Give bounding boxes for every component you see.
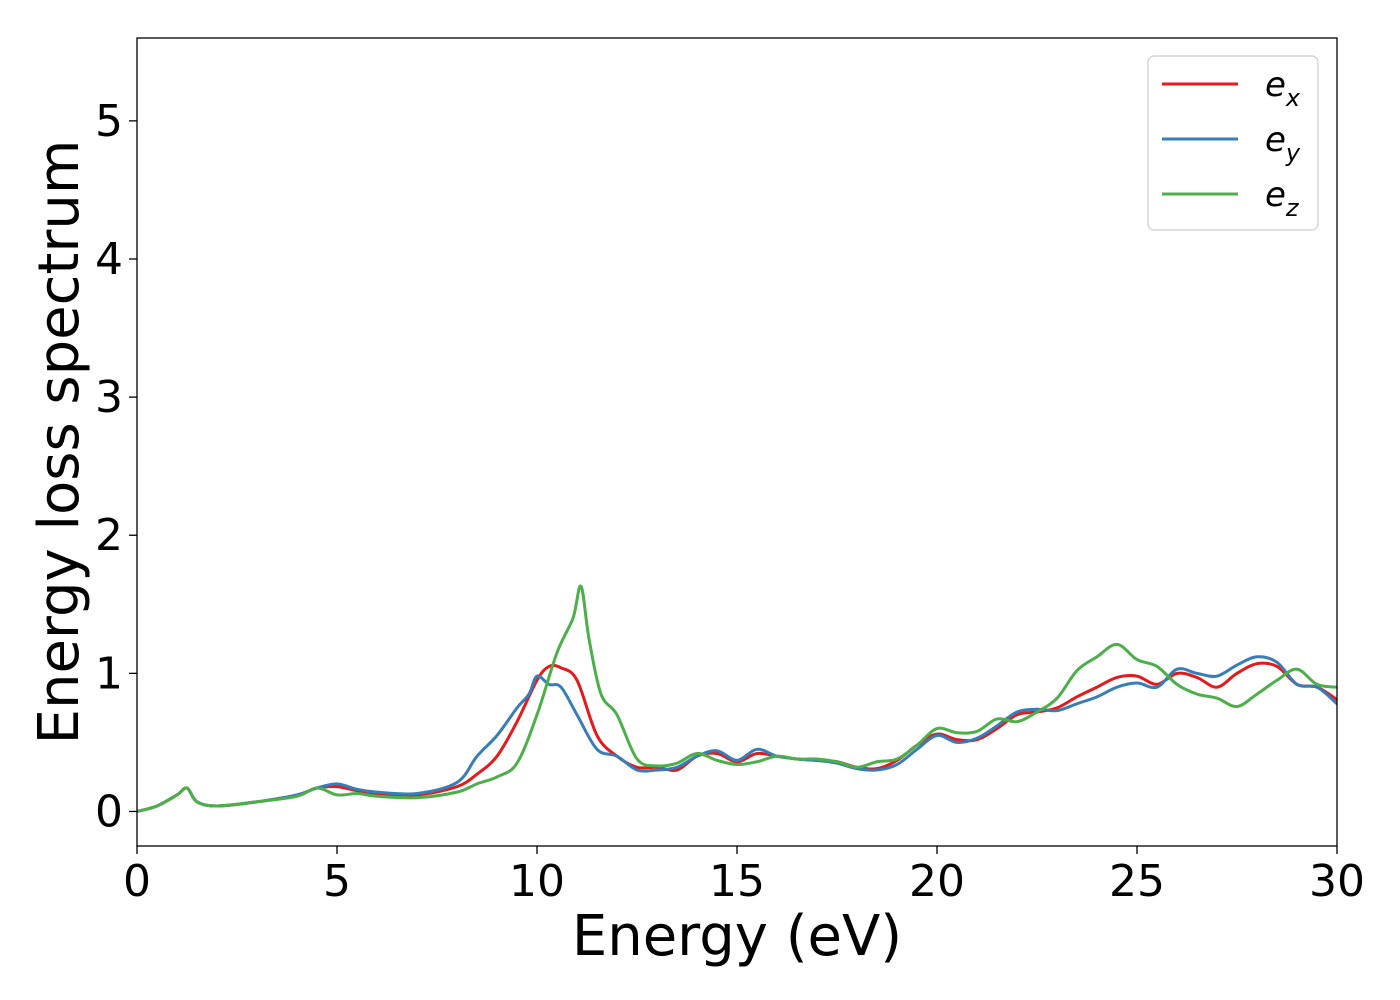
x-axis-label: Energy (eV)	[572, 904, 902, 969]
x-tick-label: 10	[509, 856, 565, 907]
x-tick-label: 0	[123, 856, 151, 907]
plot-area	[137, 38, 1337, 846]
y-tick-label: 5	[95, 96, 123, 147]
legend-label-base: e	[1265, 120, 1286, 160]
legend-label-base: e	[1265, 175, 1286, 215]
legend-label-base: e	[1265, 65, 1286, 105]
x-tick-label: 25	[1109, 856, 1165, 907]
x-tick-label: 30	[1309, 856, 1365, 907]
x-tick-label: 5	[323, 856, 351, 907]
x-tick-label: 20	[909, 856, 965, 907]
legend-box	[1147, 55, 1319, 231]
legend-label-subscript: z	[1285, 194, 1300, 222]
series-line-y	[137, 655, 1337, 813]
x-axis-ticks: 0 5 10 15 20 25 30	[123, 846, 1365, 907]
y-tick-label: 2	[95, 510, 123, 561]
y-tick-label: 3	[95, 372, 123, 423]
y-axis-ticks: 0 1 2 3 4 5	[95, 96, 137, 837]
series-layer	[137, 584, 1337, 813]
legend-label-x: ex	[1265, 65, 1301, 112]
legend-label-z: ez	[1265, 175, 1300, 222]
y-tick-label: 4	[95, 234, 123, 285]
y-tick-label: 1	[95, 648, 123, 699]
series-line-z	[137, 584, 1337, 813]
y-axis-label: Energy loss spectrum	[27, 140, 92, 745]
x-tick-label: 15	[709, 856, 765, 907]
series-line-x	[137, 661, 1337, 813]
legend-label-subscript: y	[1285, 139, 1301, 167]
y-tick-label: 0	[95, 786, 123, 837]
legend-label-y: ey	[1265, 120, 1301, 167]
legend-label-subscript: x	[1285, 84, 1301, 112]
